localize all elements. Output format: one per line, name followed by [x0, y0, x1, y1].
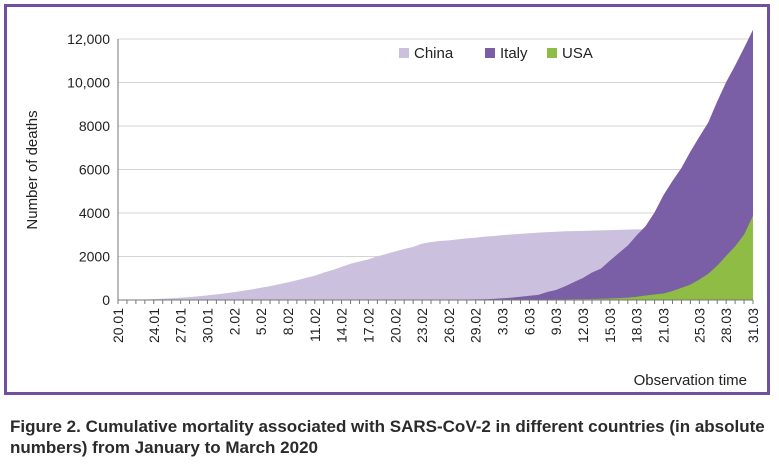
legend-label-usa: USA [562, 45, 593, 62]
x-axis-title: Observation time [634, 372, 747, 389]
x-tick-label: 15.03 [602, 308, 618, 343]
x-tick-label: 20.01 [110, 308, 126, 343]
x-tick-label: 11.02 [307, 308, 323, 342]
y-tick-label: 6000 [79, 162, 110, 178]
x-tick-label: 21.03 [656, 308, 672, 343]
x-tick-label: 6.03 [521, 308, 537, 335]
x-tick-label: 18.03 [629, 308, 645, 343]
y-tick-labels: 0 2000 4000 6000 8000 10,000 12,000 [67, 31, 110, 308]
y-tick-label: 2000 [79, 249, 110, 265]
x-tick-label: 5.02 [253, 308, 269, 335]
x-tick-label: 17.02 [360, 308, 376, 343]
x-tick-label: 23.02 [414, 308, 430, 343]
x-tick-label: 20.02 [387, 308, 403, 343]
y-tick-label: 0 [102, 292, 110, 308]
legend-label-italy: Italy [500, 45, 528, 62]
y-tick-label: 10,000 [67, 75, 110, 91]
x-tick-label: 27.01 [173, 308, 189, 343]
x-tick-label: 9.03 [548, 308, 564, 335]
x-tick-label: 28.03 [718, 308, 734, 343]
legend-swatch-china [399, 48, 409, 58]
y-tick-label: 4000 [79, 205, 110, 221]
area-italy [118, 29, 753, 300]
x-tick-label: 3.03 [495, 308, 511, 335]
axes [117, 39, 753, 301]
y-tick-label: 12,000 [67, 31, 110, 47]
y-axis-title: Number of deaths [24, 110, 41, 229]
x-tick-label: 24.01 [146, 308, 162, 343]
x-tick-label: 29.02 [468, 308, 484, 343]
x-tick-label: 25.03 [691, 308, 707, 343]
legend-swatch-usa [547, 48, 557, 58]
x-tick-label: 30.01 [199, 308, 215, 343]
y-tick-label: 8000 [79, 118, 110, 134]
x-tick-label: 26.02 [441, 308, 457, 343]
x-tick-label: 12.03 [575, 308, 591, 343]
x-tick-label: 8.02 [280, 308, 296, 335]
legend: China Italy USA [399, 45, 593, 62]
x-tick-label: 14.02 [334, 308, 350, 343]
x-tick-label: 2.02 [226, 308, 242, 335]
x-tick-label: 31.03 [745, 308, 761, 343]
chart-frame: 0 2000 4000 6000 8000 10,000 12,000 20.01 24.01… [4, 4, 770, 395]
x-tick-labels: 20.01 24.01 27.01 30.01 2.02 5.02 8.02 11.02 14.… [110, 300, 761, 343]
area-usa [118, 215, 753, 300]
legend-label-china: China [414, 45, 454, 62]
legend-swatch-italy [485, 48, 495, 58]
figure-caption: Figure 2. Cumulative mortality associate… [10, 417, 765, 457]
series-areas [118, 29, 753, 300]
mortality-chart: 0 2000 4000 6000 8000 10,000 12,000 20.01 24.01… [24, 29, 761, 389]
